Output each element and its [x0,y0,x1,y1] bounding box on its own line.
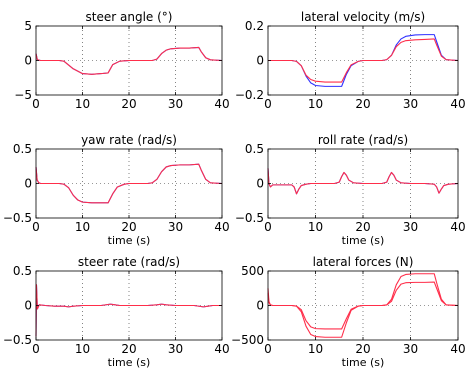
y-tick-label: 0 [256,299,264,313]
y-tick-label: −0.5 [3,211,32,225]
y-tick-label: −0.2 [235,88,264,102]
y-tick-label: 0.5 [13,264,32,278]
x-axis-label: time (s) [108,234,151,247]
x-tick-label: 30 [403,97,418,111]
chart-title: steer angle (°) [86,10,173,24]
x-tick-label: 20 [121,97,136,111]
x-tick-label: 20 [355,342,370,356]
x-tick-label: 0 [264,97,272,111]
x-tick-label: 10 [75,342,90,356]
y-tick-label: 0.2 [245,19,264,33]
x-tick-label: 20 [121,342,136,356]
x-tick-label: 40 [214,220,229,234]
y-tick-label: 0 [256,54,264,68]
chart-title: roll rate (rad/s) [318,133,408,147]
x-tick-label: 0 [32,97,40,111]
x-tick-label: 40 [450,97,465,111]
y-tick-label: 0 [256,177,264,191]
x-tick-label: 40 [214,97,229,111]
x-tick-label: 30 [403,342,418,356]
x-tick-label: 30 [168,220,183,234]
y-tick-label: 5 [24,19,32,33]
x-axis-label: time (s) [108,356,151,369]
x-tick-label: 40 [450,342,465,356]
chart-title: yaw rate (rad/s) [81,133,177,147]
series-line-2 [268,38,459,83]
x-tick-label: 10 [308,342,323,356]
chart-title: steer rate (rad/s) [78,255,180,269]
y-tick-label: 0.5 [245,142,264,156]
x-tick-label: 30 [168,342,183,356]
x-tick-label: 40 [214,342,229,356]
x-tick-label: 10 [75,220,90,234]
y-tick-label: −5 [14,88,32,102]
x-tick-label: 30 [403,220,418,234]
x-tick-label: 40 [450,220,465,234]
x-tick-label: 20 [355,220,370,234]
series-line-2 [267,281,459,330]
x-axis-label: time (s) [342,234,385,247]
chart-title: lateral forces (N) [313,255,414,269]
chart-title: lateral velocity (m/s) [301,10,425,24]
y-tick-label: −0.5 [3,333,32,347]
y-tick-label: 0 [24,299,32,313]
x-tick-label: 20 [121,220,136,234]
series-line-2 [35,46,223,75]
x-tick-label: 0 [264,342,272,356]
x-tick-label: 0 [32,220,40,234]
y-tick-label: 0 [24,177,32,191]
x-tick-label: 10 [75,97,90,111]
y-tick-label: −500 [231,333,264,347]
x-axis-label: time (s) [342,356,385,369]
series-line-2 [267,168,459,195]
x-tick-label: 0 [264,220,272,234]
x-tick-label: 0 [32,342,40,356]
y-tick-label: 0.5 [13,142,32,156]
y-tick-label: −0.5 [235,211,264,225]
x-tick-label: 30 [168,97,183,111]
series-line-1 [35,284,222,337]
x-tick-label: 10 [308,220,323,234]
y-tick-label: 500 [241,264,264,278]
series-line-2 [35,284,222,337]
x-tick-label: 10 [308,97,323,111]
y-tick-label: 0 [24,54,32,68]
x-tick-label: 20 [355,97,370,111]
series-line-2 [35,163,223,204]
